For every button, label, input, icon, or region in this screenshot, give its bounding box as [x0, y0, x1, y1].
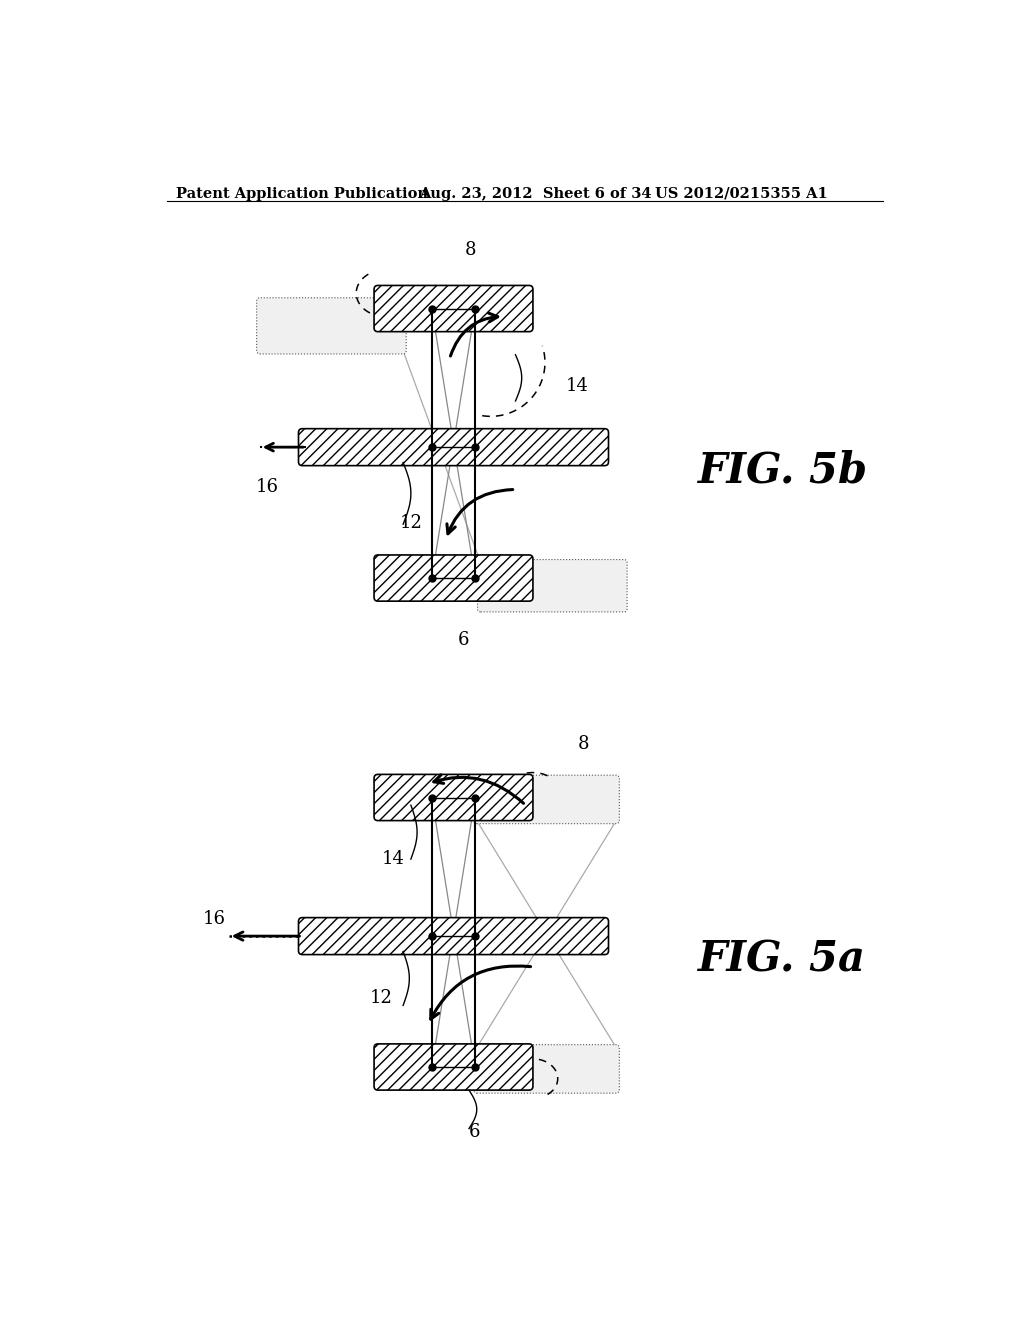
Text: 6: 6 — [469, 1123, 480, 1142]
Text: 12: 12 — [399, 513, 422, 532]
FancyBboxPatch shape — [299, 917, 608, 954]
FancyBboxPatch shape — [477, 560, 627, 612]
FancyBboxPatch shape — [374, 1044, 532, 1090]
Text: 8: 8 — [465, 240, 476, 259]
FancyBboxPatch shape — [257, 298, 407, 354]
Text: 6: 6 — [458, 631, 469, 648]
Text: 16: 16 — [256, 478, 279, 496]
Text: FIG. 5a: FIG. 5a — [697, 939, 865, 981]
Text: 14: 14 — [381, 850, 404, 869]
Text: 14: 14 — [566, 376, 589, 395]
FancyBboxPatch shape — [374, 775, 532, 821]
FancyBboxPatch shape — [474, 775, 620, 824]
Text: Aug. 23, 2012  Sheet 6 of 34: Aug. 23, 2012 Sheet 6 of 34 — [419, 187, 651, 201]
Text: 12: 12 — [370, 989, 392, 1007]
FancyBboxPatch shape — [374, 285, 532, 331]
Text: FIG. 5b: FIG. 5b — [697, 449, 867, 491]
Text: US 2012/0215355 A1: US 2012/0215355 A1 — [655, 187, 827, 201]
FancyBboxPatch shape — [374, 554, 532, 601]
Text: Patent Application Publication: Patent Application Publication — [176, 187, 428, 201]
FancyBboxPatch shape — [299, 429, 608, 466]
Text: 16: 16 — [203, 911, 226, 928]
FancyBboxPatch shape — [474, 1044, 620, 1093]
Text: 8: 8 — [578, 735, 589, 752]
